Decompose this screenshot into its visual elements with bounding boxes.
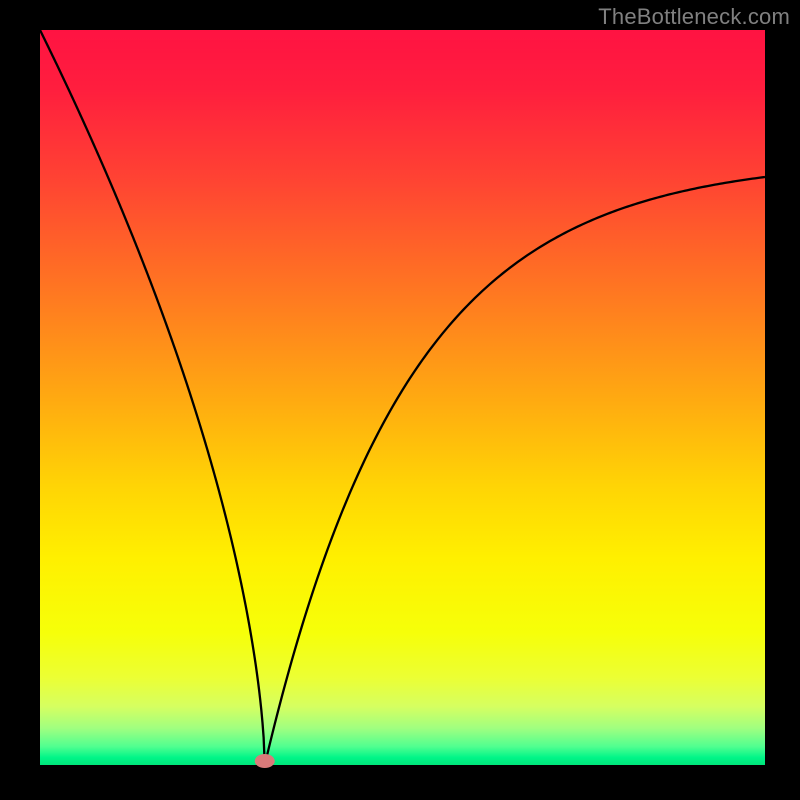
gradient-background (40, 30, 765, 765)
optimal-marker (255, 754, 275, 768)
bottleneck-chart (0, 0, 800, 800)
watermark-text: TheBottleneck.com (598, 4, 790, 30)
